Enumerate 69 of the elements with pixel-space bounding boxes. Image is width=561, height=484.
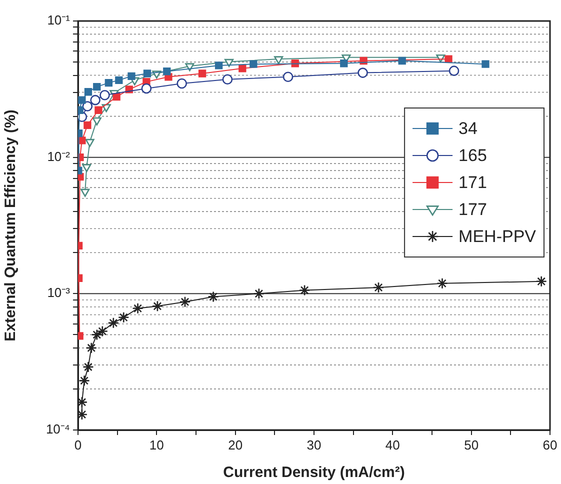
point (96, 326, 108, 337)
legend-label: 177 (458, 200, 487, 220)
point (85, 138, 94, 147)
point (80, 188, 90, 197)
point (214, 62, 223, 70)
x-axis-title: Current Density (mA/cm²) (223, 464, 405, 482)
x-tick-label: 20 (228, 437, 243, 452)
x-tick-label: 40 (385, 437, 400, 452)
x-tick-label: 30 (306, 437, 322, 452)
point (448, 66, 460, 76)
point (78, 375, 90, 386)
point (112, 92, 120, 101)
y-axis-title: External Quantum Efficiency (%) (2, 110, 20, 342)
point (82, 101, 93, 112)
legend-label: MEH-PPV (458, 227, 537, 246)
legend-label: 171 (458, 173, 487, 192)
point (90, 94, 100, 106)
y-tick-label: 10⁻² (47, 148, 71, 164)
y-tick-label: 10⁻⁴ (46, 422, 70, 437)
point (118, 312, 130, 324)
point (104, 78, 113, 87)
point (132, 302, 144, 314)
point (82, 164, 92, 172)
point (163, 68, 171, 76)
point (176, 78, 187, 89)
point (179, 296, 191, 308)
point (185, 63, 194, 72)
point (82, 361, 94, 373)
point (253, 288, 265, 300)
y-tick-label: 10⁻³ (47, 285, 71, 300)
point (100, 90, 110, 100)
point (372, 282, 384, 294)
point (93, 82, 101, 91)
point (78, 96, 86, 104)
point (208, 291, 219, 302)
point (398, 56, 406, 65)
y-tick-label: 10⁻¹ (47, 12, 71, 28)
point (482, 60, 490, 68)
point (198, 70, 206, 78)
point (115, 76, 123, 84)
legend-label: 34 (458, 119, 478, 138)
point (128, 72, 136, 80)
point (298, 284, 310, 296)
point (92, 117, 102, 126)
x-tick-label: 50 (464, 437, 479, 452)
point (274, 56, 284, 64)
point (224, 58, 234, 67)
point (86, 342, 98, 354)
point (238, 64, 246, 72)
point (250, 60, 258, 68)
point (282, 72, 294, 82)
x-tick-label: 60 (542, 437, 558, 452)
point (358, 68, 368, 78)
point (536, 276, 547, 288)
point (91, 329, 103, 340)
x-tick-label: 10 (149, 437, 164, 452)
legend-label: 165 (458, 146, 487, 166)
point (94, 106, 102, 114)
point (84, 121, 92, 130)
x-tick-label: 0 (74, 437, 82, 452)
point (340, 60, 348, 68)
point (84, 88, 92, 96)
point (152, 300, 164, 312)
point (141, 83, 152, 94)
point (143, 70, 152, 78)
point (222, 74, 233, 85)
point (444, 55, 452, 63)
point (436, 278, 448, 290)
point (108, 317, 120, 329)
